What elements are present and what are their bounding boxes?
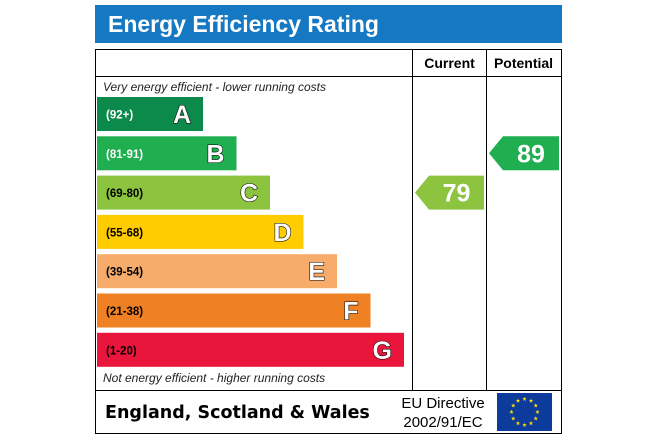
potential-rating-arrow (489, 136, 559, 171)
band-f: (21-38) F (97, 293, 371, 328)
band-d-bar (97, 214, 304, 249)
current-rating-value: 79 (443, 180, 471, 208)
footer-directive-line2: 2002/91/EC (403, 414, 482, 431)
eu-flag-stars (509, 396, 540, 427)
bottom-note: Not energy efficient - higher running co… (103, 371, 325, 385)
eu-star-icon (515, 420, 521, 426)
current-column-header: Current (424, 55, 475, 71)
band-e: (39-54) E (97, 254, 337, 289)
chart-frame (95, 49, 562, 434)
band-g-letter: G (373, 337, 392, 365)
band-g: (1-20) G (97, 332, 404, 367)
band-g-bar (97, 332, 404, 367)
chart-title-bar (95, 5, 562, 43)
current-rating-arrow (415, 175, 484, 210)
eu-star-icon (528, 420, 534, 426)
eu-star-icon (511, 416, 516, 421)
band-e-range: (39-54) (106, 267, 143, 279)
eu-star-icon (509, 409, 514, 414)
band-f-range: (21-38) (106, 306, 143, 318)
band-c-letter: C (240, 180, 258, 208)
band-e-letter: E (308, 258, 325, 286)
band-a-letter: A (173, 101, 191, 129)
potential-rating-indicator: 89 (489, 136, 559, 171)
eu-star-icon (511, 403, 516, 408)
chart-title: Energy Efficiency Rating (108, 11, 379, 37)
band-a-bar (97, 97, 203, 131)
footer-region: England, Scotland & Wales (105, 403, 370, 423)
band-d: (55-68) D (97, 214, 304, 249)
top-note: Very energy efficient - lower running co… (103, 80, 326, 94)
eu-star-icon (515, 398, 521, 403)
band-d-range: (55-68) (106, 227, 143, 239)
potential-rating-value: 89 (517, 140, 545, 168)
band-b-bar (97, 136, 237, 171)
band-b: (81-91) B (97, 136, 237, 171)
rating-bands: (92+) A (81-91) B (69-80) C (55-68) D (39-54) E (2… (97, 97, 404, 367)
band-e-bar (97, 254, 337, 289)
eu-star-icon (522, 396, 527, 401)
eu-star-icon (528, 398, 534, 403)
eu-flag-icon (497, 393, 552, 431)
band-c: (69-80) C (97, 175, 270, 210)
potential-column-header: Potential (494, 55, 553, 71)
eu-star-icon (533, 403, 538, 408)
band-g-range: (1-20) (106, 345, 137, 357)
band-c-bar (97, 175, 270, 210)
band-a-range: (92+) (106, 110, 133, 122)
rating-indicators: 79 89 (415, 136, 559, 210)
band-a: (92+) A (97, 97, 203, 131)
band-b-range: (81-91) (106, 149, 143, 161)
band-f-letter: F (343, 298, 358, 326)
eu-star-icon (533, 416, 538, 421)
band-f-bar (97, 293, 371, 328)
band-c-range: (69-80) (106, 188, 143, 200)
current-rating-indicator: 79 (415, 175, 484, 210)
eu-star-icon (535, 409, 540, 414)
band-d-letter: D (273, 219, 291, 247)
band-b-letter: B (206, 140, 224, 168)
footer-directive-line1: EU Directive (401, 395, 484, 412)
eu-star-icon (522, 422, 527, 427)
